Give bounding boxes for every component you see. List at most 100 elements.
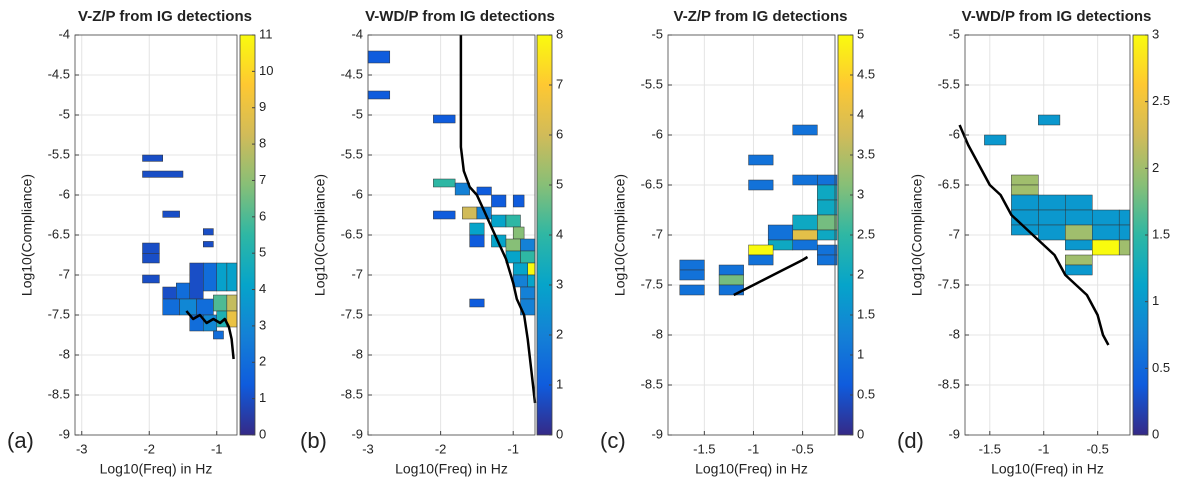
heatmap-cell: [817, 254, 838, 266]
heatmap-cell: [491, 194, 507, 208]
colorbar-tick-label: 9: [259, 99, 266, 114]
heatmap-cell: [462, 206, 478, 220]
heatmap-cell: [512, 194, 525, 208]
y-tick-label: -8.5: [341, 386, 363, 401]
heatmap-cell: [226, 294, 238, 312]
heatmap-cell: [984, 134, 1007, 146]
heatmap-cell: [1065, 194, 1093, 211]
heatmap-cell: [476, 186, 492, 196]
colorbar-tick-label: 0.5: [857, 386, 875, 401]
heatmap-cell: [433, 210, 456, 220]
heatmap-cell: [679, 269, 705, 281]
y-axis-label: Log10(Compliance): [612, 174, 628, 296]
y-tick-label: -4.5: [341, 66, 363, 81]
y-tick-label: -5: [351, 106, 363, 121]
colorbar-tick-label: 5: [857, 26, 864, 41]
y-tick-label: -8.5: [48, 386, 70, 401]
trend-line: [185, 310, 235, 360]
heatmap-cell: [162, 210, 180, 218]
colorbar-tick-label: 5: [259, 245, 266, 260]
heatmap-cell: [213, 294, 228, 312]
y-tick-label: -6: [948, 126, 960, 141]
heatmap-cell: [748, 154, 774, 166]
axes-box: [74, 34, 238, 436]
y-tick-label: -6: [651, 126, 663, 141]
colorbar-tick-label: 1: [857, 346, 864, 361]
heatmap-cell: [817, 199, 838, 216]
heatmap-cell: [1038, 224, 1066, 241]
heatmap-cell: [203, 241, 214, 248]
colorbar-tick-label: 7: [556, 76, 563, 91]
colorbar-tick-label: 0: [259, 426, 266, 441]
heatmap-cell: [196, 298, 214, 316]
heatmap-cell: [226, 262, 238, 292]
heatmap-cell: [1118, 239, 1131, 256]
heatmap-cell: [748, 244, 774, 256]
heatmap-cell: [1038, 194, 1066, 211]
heatmap-cell: [748, 254, 774, 266]
y-tick-label: -4.5: [48, 66, 70, 81]
colorbar-tick-label: 1: [1152, 293, 1159, 308]
heatmap-cell: [792, 229, 818, 241]
y-tick-label: -8: [58, 346, 70, 361]
chart-title: V-Z/P from IG detections: [78, 8, 252, 25]
colorbar-tick-label: 0.5: [1152, 360, 1170, 375]
y-tick-label: -6.5: [48, 226, 70, 241]
y-tick-label: -9: [58, 426, 70, 441]
heatmap-cell: [520, 250, 536, 264]
heatmap-cell: [162, 298, 180, 316]
panel-label: (a): [7, 428, 34, 453]
x-tick-label: -1.5: [979, 441, 1001, 456]
y-tick-label: -5: [58, 106, 70, 121]
colorbar-tick-label: 2: [259, 354, 266, 369]
colorbar-tick-label: 8: [259, 136, 266, 151]
heatmap-cell: [1065, 254, 1093, 266]
heatmap-cell: [817, 244, 838, 256]
panel-label: (b): [300, 428, 327, 453]
heatmap-cell: [817, 184, 838, 201]
heatmap-cell: [142, 253, 160, 264]
trend-line: [958, 124, 1110, 346]
heatmap-cell: [367, 50, 391, 64]
heatmap-cell: [1011, 184, 1039, 196]
heatmap-cell: [527, 274, 536, 288]
y-axis-label: Log10(Compliance): [909, 174, 925, 296]
y-tick-label: -9: [651, 426, 663, 441]
heatmap-cell: [792, 174, 818, 186]
y-tick-label: -9: [948, 426, 960, 441]
heatmap-cell: [1011, 174, 1039, 186]
heatmap-cell: [520, 286, 536, 300]
colorbar-tick-label: 0: [857, 426, 864, 441]
heatmap-cell: [1092, 209, 1120, 226]
y-tick-label: -7.5: [341, 306, 363, 321]
chart-title: V-WD/P from IG detections: [365, 8, 555, 25]
heatmap-cell: [679, 259, 705, 271]
colorbar-tick-label: 1.5: [857, 306, 875, 321]
colorbar-tick-label: 3: [857, 186, 864, 201]
heatmap-cell: [142, 154, 163, 162]
heatmap-cell: [718, 274, 744, 286]
colorbar-tick-label: 4: [259, 281, 266, 296]
y-tick-label: -6: [351, 186, 363, 201]
colorbar-tick-label: 1.5: [1152, 226, 1170, 241]
y-tick-label: -5: [651, 26, 663, 41]
axes-box: [964, 34, 1131, 436]
x-tick-label: -2: [435, 441, 447, 456]
colorbar-tick-label: 3: [1152, 26, 1159, 41]
heatmap-cell: [1011, 194, 1039, 211]
y-tick-label: -7.5: [641, 276, 663, 291]
colorbar-tick-label: 3: [259, 317, 266, 332]
heatmap-cell: [718, 284, 744, 296]
x-tick-label: -0.5: [791, 441, 813, 456]
heatmap-cell: [748, 179, 774, 191]
x-tick-label: -0.5: [1086, 441, 1108, 456]
heatmap-cell: [142, 242, 160, 254]
trend-line: [733, 255, 809, 297]
heatmap-cell: [1065, 209, 1093, 226]
colorbar-tick-label: 1: [259, 390, 266, 405]
colorbar-tick-label: 4: [556, 226, 563, 241]
heatmap-cell: [817, 214, 838, 231]
y-tick-label: -7: [651, 226, 663, 241]
y-axis-label: Log10(Compliance): [19, 174, 35, 296]
x-tick-label: -3: [76, 441, 88, 456]
